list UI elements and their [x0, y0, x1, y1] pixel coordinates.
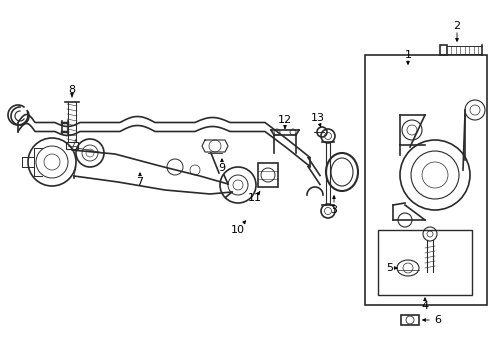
Bar [364, 55, 486, 305]
Bar [377, 230, 471, 295]
Text: 11: 11 [247, 193, 262, 203]
Text: 9: 9 [218, 163, 225, 173]
Text: 6: 6 [434, 315, 441, 325]
Text: 13: 13 [310, 113, 325, 123]
Text: 4: 4 [421, 301, 427, 311]
Bar [258, 163, 278, 187]
Bar [400, 315, 418, 325]
Text: 12: 12 [277, 115, 291, 125]
Text: 7: 7 [136, 177, 143, 187]
Text: 5: 5 [386, 263, 393, 273]
Text: 1: 1 [404, 50, 411, 60]
Text: 2: 2 [452, 21, 460, 31]
Text: 8: 8 [68, 85, 76, 95]
Bar [439, 45, 446, 55]
Text: 3: 3 [330, 205, 337, 215]
Bar [66, 142, 78, 149]
Text: 10: 10 [230, 225, 244, 235]
